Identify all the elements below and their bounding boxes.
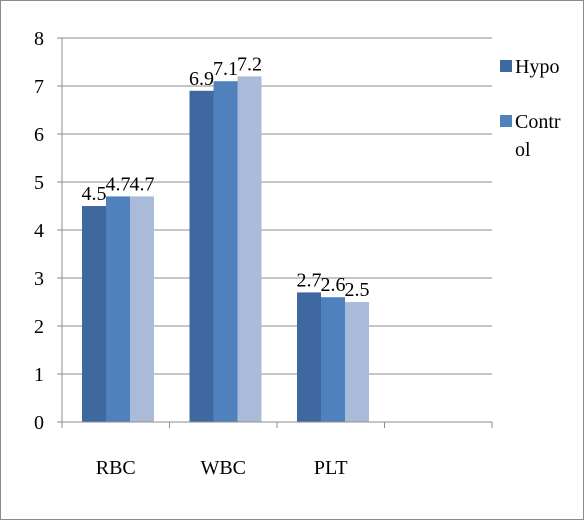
data-label: 4.7 <box>106 173 131 195</box>
bar-wbc-series-2 <box>213 81 238 422</box>
data-label: 7.1 <box>213 58 238 80</box>
bar-plt-series-1 <box>297 292 321 422</box>
legend-label-control-wrap: ol <box>515 139 531 161</box>
data-label: 2.5 <box>345 279 370 301</box>
bar-wbc-series-3 <box>237 76 262 423</box>
y-tick-label: 6 <box>34 124 44 146</box>
bar-plt-series-2 <box>321 297 345 422</box>
bar-plt-series-3 <box>345 302 369 422</box>
bar-rbc-series-1 <box>82 206 106 422</box>
legend-label-hypo: Hypo <box>515 56 559 78</box>
data-label: 2.6 <box>321 274 346 296</box>
legend-swatch-hypo <box>500 60 512 72</box>
x-category-label: RBC <box>96 457 136 479</box>
bar-rbc-series-3 <box>130 196 154 422</box>
x-category-label: PLT <box>314 457 348 479</box>
y-tick-label: 8 <box>34 28 44 50</box>
y-tick-label: 2 <box>34 316 44 338</box>
data-label: 4.7 <box>130 173 155 195</box>
y-tick-label: 3 <box>34 268 44 290</box>
data-label: 7.2 <box>237 53 262 75</box>
y-tick-label: 4 <box>34 220 44 242</box>
legend-label-control: Contr <box>515 111 561 133</box>
legend-swatch-control <box>500 115 512 127</box>
y-tick-label: 5 <box>34 172 44 194</box>
y-tick-label: 7 <box>34 76 44 98</box>
y-tick-label: 1 <box>34 364 44 386</box>
data-label: 6.9 <box>189 68 214 90</box>
y-tick-label: 0 <box>34 412 44 434</box>
bar-rbc-series-2 <box>106 196 130 422</box>
data-label: 2.7 <box>297 269 322 291</box>
x-category-label: WBC <box>200 457 246 479</box>
bar-wbc-series-1 <box>189 90 214 423</box>
data-label: 4.5 <box>82 183 107 205</box>
